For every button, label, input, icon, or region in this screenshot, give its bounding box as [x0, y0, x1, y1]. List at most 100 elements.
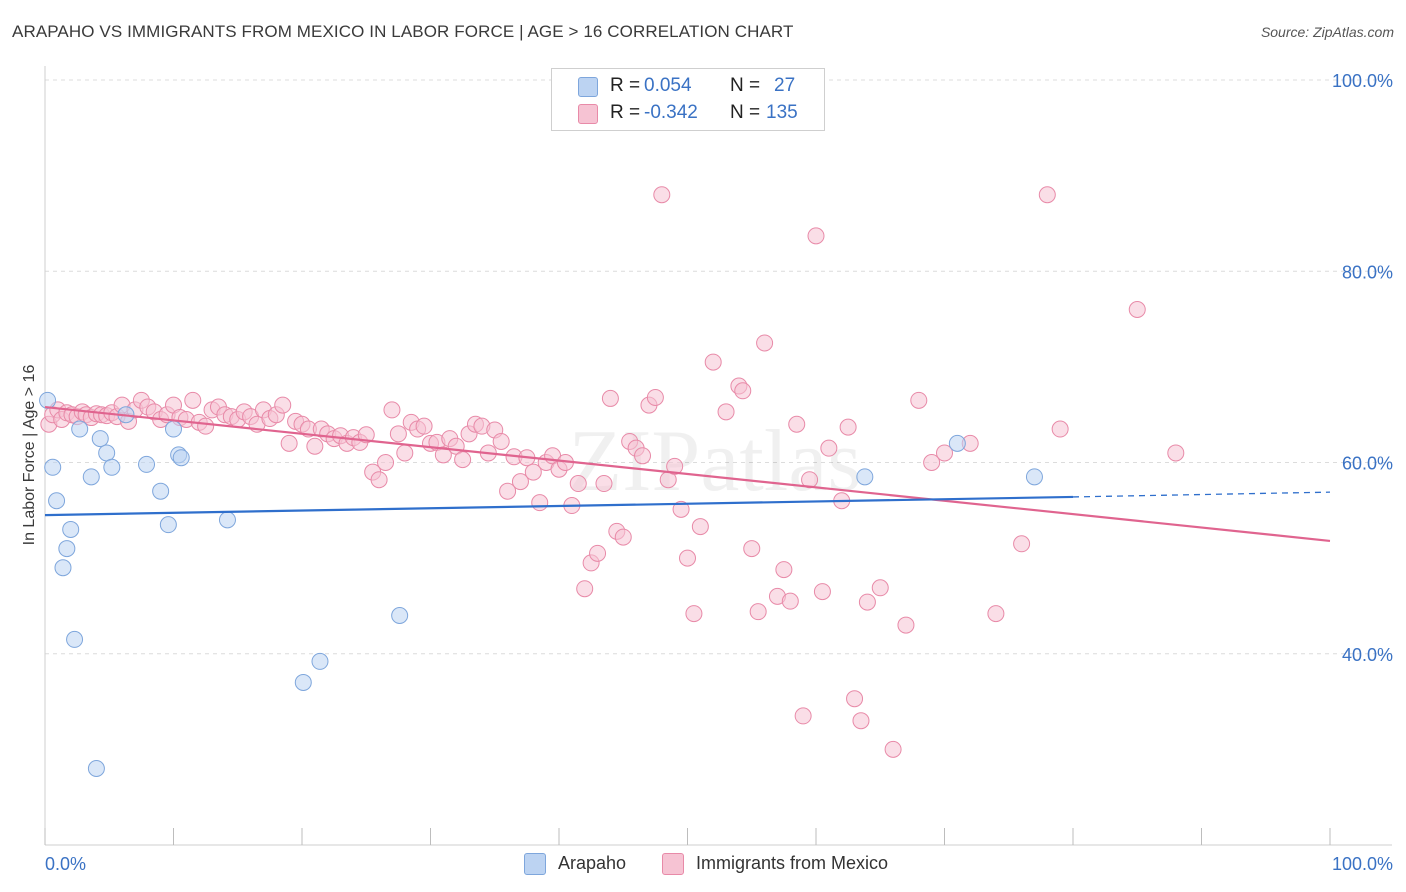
mexico-point	[717, 403, 735, 421]
arapaho-point	[159, 516, 177, 534]
mexico-point	[897, 616, 915, 634]
arapaho-trend-line	[44, 495, 1074, 517]
mexico-point	[601, 389, 619, 407]
mexico-point	[884, 740, 902, 758]
axes	[44, 66, 1392, 846]
arapaho-point	[82, 468, 100, 486]
source-label: Source: ZipAtlas.com	[1260, 24, 1394, 40]
mexico-point	[734, 382, 752, 400]
r-label: R =	[610, 75, 641, 96]
x-tick-label-min: 0.0%	[45, 854, 86, 874]
data-points	[39, 186, 1185, 777]
mexico-point	[743, 540, 761, 558]
watermark: ZIPatlas	[568, 413, 861, 510]
arapaho-point	[58, 540, 76, 558]
n-value: 27	[774, 75, 796, 96]
arapaho-point	[138, 455, 156, 473]
arapaho-swatch	[524, 853, 546, 875]
y-tick-label: 100.0%	[1332, 71, 1393, 91]
mexico-point	[858, 593, 876, 611]
arapaho-point	[91, 430, 109, 448]
mexico-point	[274, 396, 292, 414]
mexico-point	[357, 426, 375, 444]
chart-title: ARAPAHO VS IMMIGRANTS FROM MEXICO IN LAB…	[12, 22, 794, 41]
grid-lines	[45, 79, 1392, 655]
arapaho-point	[391, 607, 409, 624]
mexico-point	[389, 425, 407, 443]
mexico-point	[781, 592, 799, 610]
y-tick-label: 40.0%	[1342, 645, 1393, 665]
mexico-point	[280, 434, 298, 452]
tick-labels: 40.0% 60.0% 80.0% 100.0% 0.0% 100.0%	[45, 71, 1393, 874]
y-tick-label: 60.0%	[1342, 454, 1393, 474]
trend-lines	[44, 405, 1331, 543]
mexico-point	[820, 439, 838, 457]
r-value: -0.342	[644, 102, 698, 123]
mexico-point	[775, 561, 793, 579]
mexico-point	[1051, 420, 1069, 438]
r-label: R =	[610, 102, 641, 123]
mexico-point	[614, 528, 632, 546]
legend-label: Immigrants from Mexico	[696, 853, 889, 873]
r-value: 0.054	[644, 75, 692, 96]
x-tick-label-max: 100.0%	[1332, 854, 1393, 874]
arapaho-point	[948, 434, 966, 452]
mexico-point	[691, 518, 709, 536]
mexico-point	[370, 471, 388, 489]
legend-label: Arapaho	[558, 853, 627, 873]
arapaho-point	[39, 391, 57, 409]
arapaho-point	[103, 458, 121, 476]
arapaho-point	[71, 420, 89, 438]
mexico-point	[569, 475, 587, 493]
arapaho-point	[98, 444, 116, 462]
arapaho-point	[87, 760, 105, 777]
mexico-point	[910, 391, 928, 409]
mexico-point	[794, 707, 812, 725]
mexico-trend-line	[44, 405, 1331, 543]
mexico-point	[499, 482, 517, 500]
mexico-point	[197, 417, 215, 435]
mexico-point	[1167, 444, 1185, 462]
mexico-point	[788, 415, 806, 433]
arapaho-point	[152, 482, 170, 500]
mexico-point	[1038, 186, 1056, 204]
mexico-point	[839, 418, 857, 436]
arapaho-point	[44, 458, 62, 476]
mexico-point	[306, 437, 324, 455]
mexico-point	[434, 446, 452, 464]
legend-row-mexico: R = -0.342 N = 135	[552, 100, 824, 126]
mexico-point	[646, 388, 664, 406]
arapaho-point	[856, 468, 874, 486]
mexico-point	[666, 457, 684, 475]
mexico-point	[1013, 535, 1031, 553]
arapaho-point	[1025, 468, 1043, 486]
arapaho-point	[311, 652, 329, 670]
mexico-point	[634, 447, 652, 465]
mexico-point	[653, 186, 671, 204]
mexico-point	[1128, 301, 1146, 318]
arapaho-trend-extension	[1072, 491, 1331, 498]
mexico-point	[531, 494, 549, 512]
arapaho-point	[48, 492, 66, 510]
correlation-legend: R = 0.054 N = 27 R = -0.342 N = 135	[551, 68, 825, 131]
y-tick-label: 80.0%	[1342, 262, 1393, 282]
mexico-point	[704, 353, 722, 371]
arapaho-point	[62, 520, 80, 538]
mexico-point	[415, 417, 433, 435]
mexico-point	[576, 580, 594, 598]
mexico-point	[595, 475, 613, 493]
mexico-point	[184, 391, 202, 409]
mexico-point	[852, 712, 870, 730]
mexico-point	[987, 605, 1005, 623]
mexico-point	[672, 500, 690, 518]
mexico-point	[923, 454, 941, 471]
mexico-point	[813, 583, 831, 601]
mexico-point	[685, 605, 703, 623]
n-label: N =	[730, 102, 761, 123]
mexico-swatch	[662, 853, 684, 875]
mexico-point	[756, 334, 774, 352]
mexico-point	[679, 549, 696, 567]
legend-row-arapaho: R = 0.054 N = 27	[552, 73, 824, 99]
mexico-point	[396, 444, 414, 462]
